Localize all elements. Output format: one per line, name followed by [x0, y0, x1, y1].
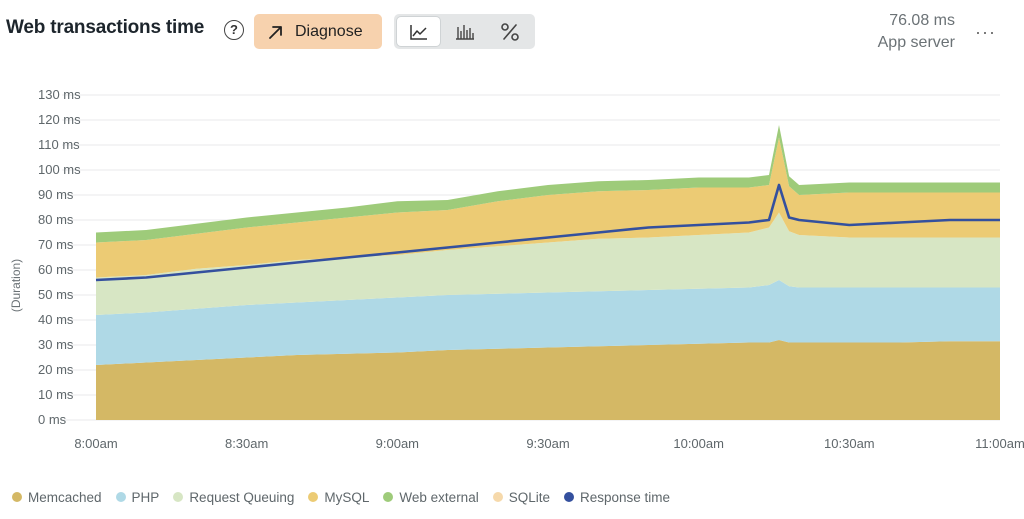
percent-icon	[500, 22, 519, 41]
arrow-up-right-icon	[269, 25, 282, 39]
y-tick-label: 80 ms	[38, 212, 74, 227]
legend-label: Web external	[399, 489, 479, 505]
legend-label: PHP	[131, 489, 160, 505]
area-web-external	[96, 125, 1000, 243]
legend-label: SQLite	[508, 489, 550, 505]
area-mysql	[96, 137, 1000, 278]
chart-legend: Memcached PHP Request Queuing MySQL Web exte…	[12, 488, 684, 506]
x-tick-label: 8:30am	[225, 436, 268, 451]
legend-swatch	[308, 492, 319, 502]
legend-item-php[interactable]: PHP	[115, 489, 160, 505]
summary-label: App server	[877, 34, 955, 51]
more-options-icon[interactable]: ···	[975, 22, 996, 42]
y-tick-label: 0 ms	[38, 412, 67, 427]
y-tick-label: 130 ms	[38, 87, 81, 102]
y-tick-label: 40 ms	[38, 312, 74, 327]
area-request-queuing	[96, 212, 1000, 315]
y-axis-label: (Duration)	[9, 259, 23, 312]
line-response-time	[95, 183, 1000, 282]
y-tick-label: 100 ms	[38, 162, 81, 177]
x-tick-label: 11:00am	[975, 436, 1024, 451]
legend-item-response-time[interactable]: Response time	[563, 489, 671, 505]
summary-value: 76.08 ms	[889, 12, 955, 29]
legend-label: Memcached	[28, 489, 102, 505]
legend-swatch	[115, 492, 126, 502]
y-tick-label: 30 ms	[38, 337, 74, 352]
chart-view-toggle	[394, 14, 535, 49]
chart-header: Web transactions time ? Diagnose 76.0	[0, 0, 1024, 62]
legend-label: Response time	[579, 489, 671, 505]
legend-label: MySQL	[324, 489, 370, 505]
legend-swatch	[173, 492, 184, 502]
help-icon[interactable]: ?	[224, 20, 244, 40]
bar-chart-view-button[interactable]	[443, 17, 486, 46]
y-tick-label: 50 ms	[38, 287, 74, 302]
percent-view-button[interactable]	[488, 17, 531, 46]
diagnose-button[interactable]: Diagnose	[254, 14, 382, 49]
legend-item-web-external[interactable]: Web external	[383, 489, 479, 505]
legend-swatch	[383, 492, 394, 502]
legend-swatch	[563, 492, 574, 502]
area-chart-icon	[409, 24, 427, 40]
y-tick-label: 20 ms	[38, 362, 74, 377]
web-transactions-chart: 0 ms 10 ms 20 ms 30 ms 40 ms 50 ms 60 ms 70 ms 8…	[9, 87, 1024, 451]
page-title: Web transactions time	[6, 17, 205, 38]
x-tick-label: 10:30am	[824, 436, 875, 451]
legend-item-mysql[interactable]: MySQL	[308, 490, 369, 505]
legend-item-memcached[interactable]: Memcached	[12, 490, 102, 505]
x-tick-label: 9:30am	[526, 436, 569, 451]
legend-swatch	[492, 492, 503, 502]
area-chart-view-button[interactable]	[397, 17, 440, 46]
x-tick-label: 8:00am	[74, 436, 117, 451]
y-tick-label: 90 ms	[38, 187, 74, 202]
bar-chart-icon	[455, 24, 474, 40]
legend-swatch	[12, 492, 22, 502]
y-tick-label: 60 ms	[38, 262, 74, 277]
diagnose-label: Diagnose	[295, 22, 363, 40]
area-memcached	[96, 340, 1000, 420]
y-tick-label: 70 ms	[38, 237, 74, 252]
y-tick-label: 110 ms	[38, 137, 80, 152]
x-tick-label: 10:00am	[673, 436, 724, 451]
legend-item-sqlite[interactable]: SQLite	[492, 489, 550, 505]
x-tick-label: 9:00am	[376, 436, 419, 451]
legend-item-request-queuing[interactable]: Request Queuing	[173, 490, 294, 505]
y-tick-label: 120 ms	[38, 112, 81, 127]
legend-label: Request Queuing	[189, 489, 295, 505]
y-tick-label: 10 ms	[38, 387, 74, 402]
